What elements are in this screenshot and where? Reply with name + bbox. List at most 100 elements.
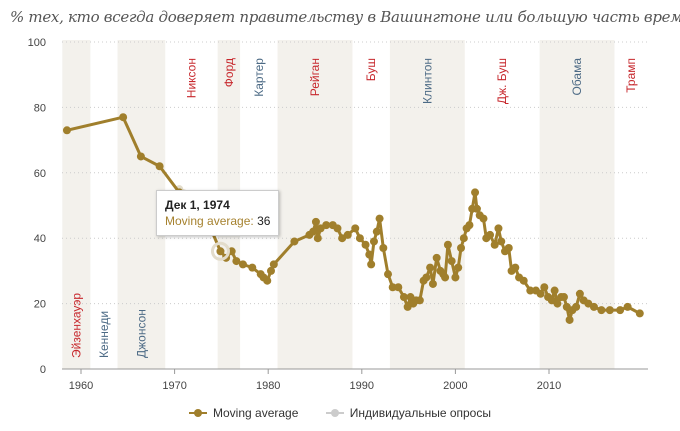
moving-average-point bbox=[432, 253, 441, 262]
president-band bbox=[539, 40, 615, 369]
moving-average-point bbox=[471, 188, 480, 197]
moving-average-point bbox=[375, 214, 384, 223]
moving-average-point bbox=[454, 263, 463, 272]
moving-average-point bbox=[379, 244, 388, 253]
moving-average-point bbox=[267, 266, 276, 275]
highlight-ring bbox=[210, 241, 230, 261]
tooltip: Дек 1, 1974 Moving average: 36 bbox=[156, 190, 280, 236]
moving-average-point bbox=[313, 234, 322, 243]
x-tick-label: 1960 bbox=[69, 380, 93, 392]
moving-average-point bbox=[465, 221, 474, 230]
tooltip-label: Moving average: bbox=[165, 214, 254, 228]
moving-average-point bbox=[309, 227, 318, 236]
moving-average-point bbox=[388, 283, 397, 292]
moving-average-point bbox=[490, 240, 499, 249]
president-label: Джонсон bbox=[134, 309, 148, 358]
president-label: Форд bbox=[222, 58, 236, 87]
moving-average-point bbox=[565, 315, 574, 324]
moving-average-point bbox=[472, 204, 481, 213]
moving-average-point bbox=[369, 237, 378, 246]
moving-average-point bbox=[553, 299, 562, 308]
moving-average-point bbox=[536, 289, 545, 298]
legend-swatch bbox=[189, 408, 208, 418]
moving-average-point bbox=[333, 224, 342, 233]
legend-moving-average[interactable]: Moving average bbox=[189, 406, 298, 420]
moving-average-point bbox=[269, 260, 278, 269]
president-label: Эйзенхауэр bbox=[69, 293, 83, 358]
moving-average-point bbox=[322, 221, 331, 230]
moving-average-point bbox=[384, 270, 393, 279]
x-tick-label: 2010 bbox=[537, 380, 561, 392]
x-tick-label: 1990 bbox=[350, 380, 374, 392]
president-label: Рейган bbox=[308, 58, 322, 96]
moving-average-point bbox=[519, 276, 528, 285]
x-tick-label: 1980 bbox=[256, 380, 280, 392]
president-label: Никсон bbox=[184, 58, 198, 98]
chart-title: % тех, кто всегда доверяет правительству… bbox=[10, 8, 680, 26]
moving-average-point bbox=[441, 273, 450, 282]
moving-average-point bbox=[136, 152, 145, 161]
moving-average-point bbox=[605, 306, 614, 315]
moving-average-point bbox=[559, 293, 568, 302]
moving-average-point bbox=[62, 126, 71, 135]
moving-average-point bbox=[504, 244, 513, 253]
x-tick-label: 2000 bbox=[443, 380, 467, 392]
president-label: Картер bbox=[252, 58, 266, 97]
legend-individual-polls[interactable]: Индивидуальные опросы bbox=[325, 406, 491, 420]
president-band bbox=[277, 40, 353, 369]
legend-label: Индивидуальные опросы bbox=[349, 406, 491, 420]
y-tick-label: 100 bbox=[28, 37, 46, 49]
moving-average-point bbox=[575, 289, 584, 298]
moving-average-point bbox=[361, 240, 370, 249]
moving-average-point bbox=[616, 306, 625, 315]
y-tick-label: 60 bbox=[34, 168, 46, 180]
moving-average-point bbox=[372, 227, 381, 236]
moving-average-point bbox=[367, 260, 376, 269]
president-band bbox=[62, 40, 91, 369]
president-label: Кеннеди bbox=[97, 311, 111, 358]
moving-average-point bbox=[248, 263, 257, 272]
moving-average-point bbox=[428, 279, 437, 288]
president-label: Трамп bbox=[624, 58, 638, 93]
y-tick-label: 20 bbox=[34, 299, 46, 311]
moving-average-point bbox=[238, 260, 247, 269]
y-tick-label: 0 bbox=[40, 364, 46, 376]
moving-average-point bbox=[572, 302, 581, 311]
moving-average-point bbox=[623, 302, 632, 311]
moving-average-point bbox=[394, 283, 403, 292]
president-label: Дж. Буш bbox=[495, 58, 509, 104]
moving-average-point bbox=[526, 286, 535, 295]
president-band bbox=[389, 40, 465, 369]
moving-average-point bbox=[290, 237, 299, 246]
tooltip-value: 36 bbox=[257, 214, 271, 228]
moving-average-point bbox=[550, 286, 559, 295]
tooltip-date: Дек 1, 1974 bbox=[165, 198, 230, 212]
x-tick-label: 1970 bbox=[162, 380, 186, 392]
moving-average-point bbox=[426, 263, 435, 272]
moving-average-point bbox=[216, 247, 225, 256]
moving-average-point bbox=[597, 306, 606, 315]
moving-average-point bbox=[351, 224, 360, 233]
moving-average-point bbox=[119, 113, 128, 122]
president-label: Клинтон bbox=[420, 58, 434, 104]
legend-label: Moving average bbox=[213, 406, 299, 420]
moving-average-point bbox=[232, 257, 241, 266]
moving-average-point bbox=[511, 263, 520, 272]
moving-average-point bbox=[343, 230, 352, 239]
moving-average-point bbox=[422, 273, 431, 282]
moving-average-point bbox=[494, 224, 503, 233]
moving-average-point bbox=[451, 273, 460, 282]
president-label: Буш bbox=[364, 58, 378, 81]
moving-average-point bbox=[486, 230, 495, 239]
legend-swatch bbox=[325, 408, 344, 418]
moving-average-point bbox=[311, 217, 320, 226]
moving-average-point bbox=[415, 296, 424, 305]
y-tick-label: 40 bbox=[34, 233, 46, 245]
moving-average-point bbox=[263, 276, 272, 285]
moving-average-point bbox=[635, 309, 644, 318]
moving-average-point bbox=[447, 257, 456, 266]
moving-average-point bbox=[365, 250, 374, 259]
moving-average-point bbox=[155, 162, 164, 171]
moving-average-point bbox=[479, 214, 488, 223]
moving-average-point bbox=[399, 293, 408, 302]
